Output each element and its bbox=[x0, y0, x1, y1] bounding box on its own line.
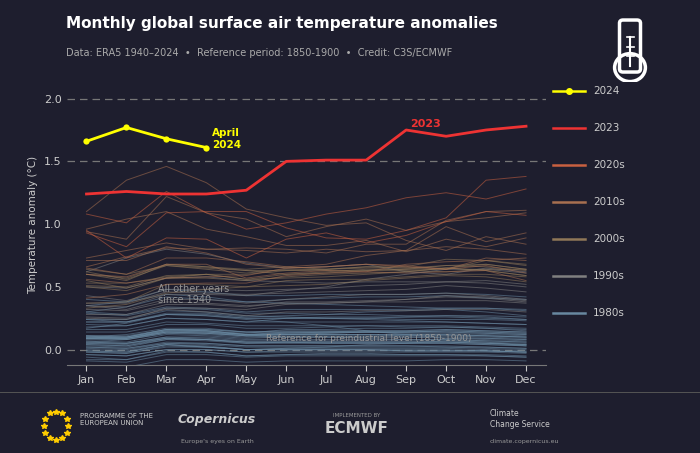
Text: PROGRAMME OF THE
EUROPEAN UNION: PROGRAMME OF THE EUROPEAN UNION bbox=[80, 413, 153, 425]
Text: 2020s: 2020s bbox=[593, 160, 624, 170]
Text: 2000s: 2000s bbox=[593, 234, 624, 244]
Text: Reference for preindustrial level (1850-1900): Reference for preindustrial level (1850-… bbox=[266, 334, 472, 343]
Text: ECMWF: ECMWF bbox=[325, 420, 389, 436]
Text: 2023: 2023 bbox=[593, 123, 620, 133]
Text: 1980s: 1980s bbox=[593, 308, 625, 318]
Text: IMPLEMENTED BY: IMPLEMENTED BY bbox=[333, 413, 381, 419]
Text: Climate
Change Service: Climate Change Service bbox=[490, 410, 550, 429]
Text: 2010s: 2010s bbox=[593, 197, 624, 207]
Text: Monthly global surface air temperature anomalies: Monthly global surface air temperature a… bbox=[66, 16, 498, 31]
Text: climate.copernicus.eu: climate.copernicus.eu bbox=[490, 439, 559, 444]
Text: Copernicus: Copernicus bbox=[178, 413, 256, 425]
Text: 2024: 2024 bbox=[593, 86, 620, 96]
Text: All other years
since 1940: All other years since 1940 bbox=[158, 284, 230, 305]
Text: Data: ERA5 1940–2024  •  Reference period: 1850-1900  •  Credit: C3S/ECMWF: Data: ERA5 1940–2024 • Reference period:… bbox=[66, 48, 453, 58]
Text: 1990s: 1990s bbox=[593, 271, 625, 281]
Text: April
2024: April 2024 bbox=[212, 128, 241, 149]
Text: 2023: 2023 bbox=[410, 119, 441, 129]
Text: Europe's eyes on Earth: Europe's eyes on Earth bbox=[181, 439, 253, 444]
Y-axis label: Temperature anomaly (°C): Temperature anomaly (°C) bbox=[28, 156, 38, 294]
